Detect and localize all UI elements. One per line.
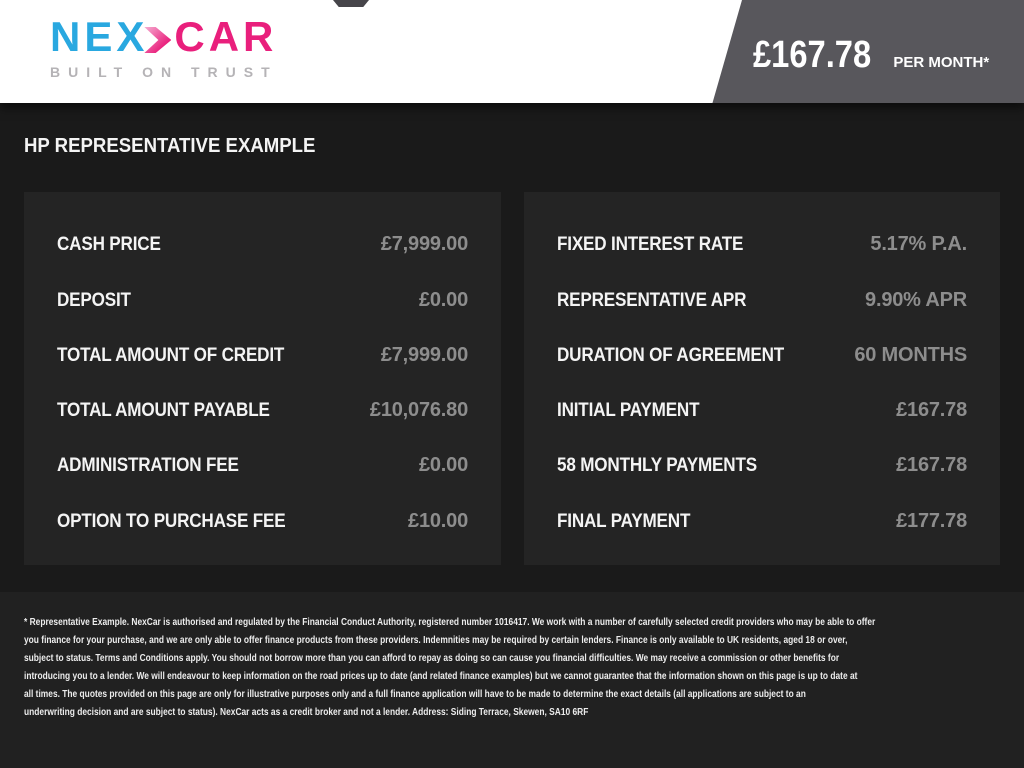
logo-text-nex: NEX — [50, 13, 149, 60]
row-value: £0.00 — [418, 454, 468, 477]
header: NEX CAR BUILT ON TRUST £167.78 PER MONTH… — [0, 0, 1024, 103]
row-cash-price: CASH PRICE £7,999.00 — [57, 233, 468, 257]
disclaimer-line: subject to status. Terms and Conditions … — [24, 652, 840, 664]
disclaimer-line: all times. The quotes provided on this p… — [24, 688, 806, 700]
row-deposit: DEPOSIT £0.00 — [57, 289, 468, 313]
row-label: INITIAL PAYMENT — [557, 400, 700, 422]
disclaimer-line: underwriting decision and are subject to… — [24, 706, 589, 718]
row-value: £0.00 — [418, 288, 468, 311]
row-fixed-interest-rate: FIXED INTEREST RATE 5.17% P.A. — [557, 233, 967, 257]
row-value: £7,999.00 — [380, 233, 468, 256]
disclaimer-footer: * Representative Example. NexCar is auth… — [0, 592, 1024, 768]
row-label: TOTAL AMOUNT OF CREDIT — [57, 344, 285, 366]
row-label: ADMINISTRATION FEE — [57, 455, 239, 477]
row-value: £7,999.00 — [380, 343, 468, 366]
disclaimer-line: you finance for your purchase, and we ar… — [24, 634, 848, 646]
row-final-payment: FINAL PAYMENT £177.78 — [557, 510, 967, 534]
price-banner: £167.78 PER MONTH* — [753, 0, 1013, 103]
row-representative-apr: REPRESENTATIVE APR 9.90% APR — [557, 289, 967, 313]
row-label: DURATION OF AGREEMENT — [557, 344, 785, 366]
row-value: £10.00 — [408, 509, 468, 532]
row-value: £10,076.80 — [369, 399, 468, 422]
page-title: HP REPRESENTATIVE EXAMPLE — [24, 135, 316, 157]
row-initial-payment: INITIAL PAYMENT £167.78 — [557, 399, 967, 423]
row-value: £177.78 — [896, 509, 967, 532]
row-label: 58 MONTHLY PAYMENTS — [557, 455, 757, 477]
logo-wordmark: NEX CAR — [50, 15, 278, 59]
disclaimer-line: * Representative Example. NexCar is auth… — [24, 616, 876, 628]
nexcar-logo[interactable]: NEX CAR BUILT ON TRUST — [50, 15, 278, 81]
row-value: 9.90% APR — [865, 288, 967, 311]
finance-panel-right: FIXED INTEREST RATE 5.17% P.A. REPRESENT… — [524, 192, 1000, 565]
row-monthly-payments: 58 MONTHLY PAYMENTS £167.78 — [557, 454, 967, 478]
logo-tagline: BUILT ON TRUST — [50, 64, 278, 80]
row-value: £167.78 — [896, 454, 967, 477]
row-label: TOTAL AMOUNT PAYABLE — [57, 400, 270, 422]
row-duration-of-agreement: DURATION OF AGREEMENT 60 MONTHS — [557, 344, 967, 368]
row-total-amount-of-credit: TOTAL AMOUNT OF CREDIT £7,999.00 — [57, 344, 468, 368]
row-value: £167.78 — [896, 399, 967, 422]
row-label: CASH PRICE — [57, 234, 161, 256]
row-option-to-purchase-fee: OPTION TO PURCHASE FEE £10.00 — [57, 510, 468, 534]
row-value: 60 MONTHS — [854, 343, 967, 366]
row-label: OPTION TO PURCHASE FEE — [57, 510, 286, 532]
row-total-amount-payable: TOTAL AMOUNT PAYABLE £10,076.80 — [57, 399, 468, 423]
monthly-price: £167.78 — [753, 34, 872, 76]
row-label: REPRESENTATIVE APR — [557, 289, 747, 311]
disclaimer-line: introducing you to a lender. We will end… — [24, 670, 858, 682]
row-label: FINAL PAYMENT — [557, 510, 691, 532]
logo-text-car: CAR — [174, 13, 278, 60]
row-label: FIXED INTEREST RATE — [557, 234, 744, 256]
logo-arrow-icon — [144, 27, 172, 53]
header-notch-decoration — [333, 0, 369, 7]
row-administration-fee: ADMINISTRATION FEE £0.00 — [57, 454, 468, 478]
row-value: 5.17% P.A. — [870, 233, 967, 256]
finance-panel-left: CASH PRICE £7,999.00 DEPOSIT £0.00 TOTAL… — [24, 192, 501, 565]
price-period-label: PER MONTH* — [893, 54, 990, 71]
row-label: DEPOSIT — [57, 289, 131, 311]
